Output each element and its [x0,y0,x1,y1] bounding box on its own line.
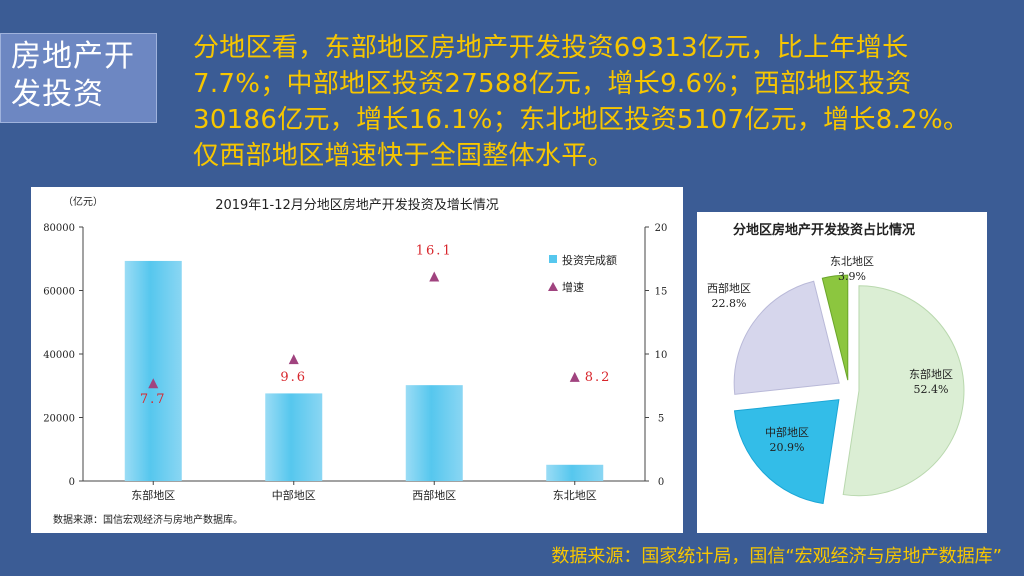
y-tick-label: 0 [69,477,75,488]
x-tick-label: 中部地区 [272,488,316,502]
bar-chart-panel: 2019年1-12月分地区房地产开发投资及增长情况 （亿元） 0 20000 40000… [31,187,683,533]
pie-chart-panel: 分地区房地产开发投资占比情况东部地区 52.4% 中部地区 20.9% 西部地区 22.8… [697,212,987,533]
legend-bar-label: 投资完成额 [562,253,617,267]
x-tick-label: 西部地区 [412,488,456,502]
slide-title: 房地产开 发投资 [0,33,157,123]
pie-label-2: 中部地区 [765,425,809,439]
bar-4 [546,464,604,481]
pie-label-4: 东北地区 [830,255,874,268]
pie-slice-1 [842,285,965,497]
slide-title-line1: 房地产开 [11,39,135,74]
y-tick-label: 40000 [43,350,75,361]
legend-growth-swatch [548,282,558,291]
summary-text: 分地区看，东部地区房地产开发投资69313亿元，比上年增长7.7%；中部地区投资… [193,33,970,171]
growth-label-2: 9.6 [280,370,307,385]
pie-value-4: 3.9% [838,270,866,283]
growth-marker-4 [569,371,580,382]
bar-1 [124,260,182,481]
y2-tick-label: 10 [655,350,668,361]
pie-slice-2 [733,399,840,505]
bar-chart: 2019年1-12月分地区房地产开发投资及增长情况 （亿元） 0 20000 40000… [43,195,668,526]
legend-growth-label: 增速 [562,280,584,294]
y2-tick-label: 0 [658,477,664,488]
bar-2 [265,393,323,481]
pie-label-1: 东部地区 [909,367,953,381]
growth-marker-1 [148,378,159,389]
growth-marker-3 [429,271,440,282]
y-tick-label: 80000 [43,223,75,234]
growth-label-1: 7.7 [140,392,167,407]
pie-value-3: 22.8% [712,297,747,310]
y-tick-label: 60000 [43,287,75,298]
pie-slice-3 [733,280,840,395]
x-tick-label: 东北地区 [553,489,597,502]
slide-title-line2: 发投资 [11,77,104,112]
pie-value-2: 20.9% [770,441,805,454]
y2-tick-label: 5 [658,414,664,425]
x-tick-label: 东部地区 [131,488,175,502]
growth-label-3: 16.1 [416,244,453,259]
chart-title: 2019年1-12月分地区房地产开发投资及增长情况 [215,197,499,213]
pie-slice-4 [821,274,849,381]
data-source: 数据来源：国家统计局，国信“宏观经济与房地产数据库” [551,546,1002,567]
growth-marker-2 [288,354,299,365]
bar-3 [405,385,463,481]
legend-bar-swatch [549,255,557,263]
pie-title: 分地区房地产开发投资占比情况 [733,222,915,238]
y-tick-label: 20000 [43,414,75,425]
y2-tick-label: 15 [655,287,668,298]
pie-value-1: 52.4% [914,383,949,396]
y2-tick-label: 20 [655,223,668,234]
pie-label-3: 西部地区 [707,281,751,295]
y-axis-label: （亿元） [63,195,103,208]
growth-label-4: 8.2 [585,370,612,385]
chart-note: 数据来源：国信宏观经济与房地产数据库。 [53,513,243,526]
